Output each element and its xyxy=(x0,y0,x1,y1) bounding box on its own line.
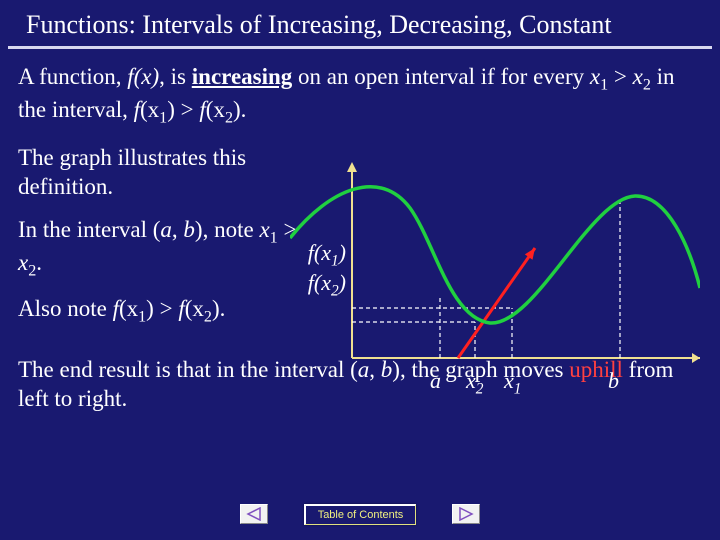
next-button[interactable] xyxy=(452,504,480,524)
chart xyxy=(290,158,700,378)
x-label-a: a xyxy=(430,368,441,394)
prev-button[interactable] xyxy=(240,504,268,524)
slide-title: Functions: Intervals of Increasing, Decr… xyxy=(8,0,712,49)
paragraph-2: In the interval (a, b), note x1 > x2. xyxy=(18,216,298,281)
toc-button[interactable]: Table of Contents xyxy=(304,504,417,525)
definition-text: A function, f(x), is increasing on an op… xyxy=(18,63,702,128)
chart-svg xyxy=(290,158,700,368)
footer: Table of Contents xyxy=(0,504,720,527)
x-label-b: b xyxy=(608,368,619,394)
x-label-x1: x1 xyxy=(504,368,521,398)
paragraph-3: Also note f(x1) > f(x2). xyxy=(18,295,298,328)
x-label-x2: x2 xyxy=(466,368,483,398)
prev-arrow-icon xyxy=(246,507,262,521)
next-arrow-icon xyxy=(458,507,474,521)
paragraph-1: The graph illustrates this definition. xyxy=(18,144,298,202)
